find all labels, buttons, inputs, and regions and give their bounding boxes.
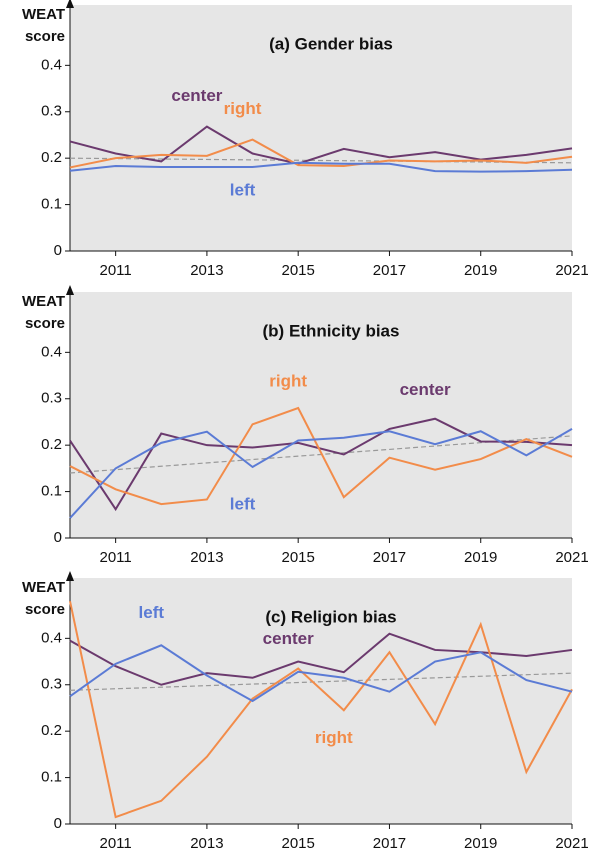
trend-line	[69, 157, 573, 164]
y-tick-label: 0	[54, 242, 62, 259]
x-tick-label: 2015	[281, 835, 314, 852]
x-tick-label: 2017	[373, 835, 406, 852]
y-tick-label: 0.2	[41, 149, 62, 166]
x-tick-label: 2017	[373, 262, 406, 279]
x-tick-label: 2011	[100, 549, 132, 566]
x-tick-label: 2021	[555, 262, 588, 279]
plot-area	[70, 578, 572, 824]
y-tick-label: 0.3	[41, 676, 62, 693]
x-tick-label: 2011	[100, 835, 132, 852]
series-label: left	[230, 180, 256, 199]
y-axis-label: score	[25, 315, 65, 332]
y-axis-arrow	[66, 0, 74, 8]
series-line	[69, 161, 573, 173]
plot-area	[70, 292, 572, 538]
series-line	[69, 406, 573, 506]
x-tick-label: 2021	[555, 835, 588, 852]
series-label: center	[171, 86, 222, 105]
y-axis-arrow	[66, 571, 74, 581]
series-line	[69, 644, 573, 703]
x-tick-label: 2013	[190, 262, 223, 279]
chart-title: (c) Religion bias	[265, 607, 396, 626]
series-label: right	[269, 372, 307, 391]
trend-line	[69, 672, 573, 691]
series-label: left	[230, 494, 256, 513]
y-tick-label: 0.2	[41, 436, 62, 453]
x-tick-label: 2013	[190, 549, 223, 566]
x-tick-label: 2019	[464, 262, 497, 279]
chart-title: (a) Gender bias	[269, 34, 393, 53]
series-label: right	[315, 728, 353, 747]
y-tick-label: 0.2	[41, 722, 62, 739]
x-tick-label: 2013	[190, 835, 223, 852]
y-axis-label: WEAT	[22, 6, 65, 23]
y-tick-label: 0.4	[41, 56, 62, 73]
y-tick-label: 0.1	[41, 196, 62, 213]
series-label: right	[224, 99, 262, 118]
y-axis-label: score	[25, 601, 65, 618]
y-tick-label: 0.1	[41, 769, 62, 786]
y-axis-label: WEAT	[22, 579, 65, 596]
y-tick-label: 0.4	[41, 629, 62, 646]
series-label: center	[400, 380, 451, 399]
series-line	[69, 428, 573, 519]
x-tick-label: 2019	[464, 549, 497, 566]
y-axis-label: score	[25, 28, 65, 45]
x-tick-label: 2017	[373, 549, 406, 566]
y-tick-label: 0.4	[41, 343, 62, 360]
y-axis-arrow	[66, 285, 74, 295]
series-label: center	[263, 629, 314, 648]
x-tick-label: 2019	[464, 835, 497, 852]
x-tick-label: 2015	[281, 262, 314, 279]
plot-area	[70, 5, 572, 251]
series-label: left	[139, 603, 165, 622]
series-line	[69, 601, 573, 819]
y-tick-label: 0.3	[41, 390, 62, 407]
x-tick-label: 2015	[281, 549, 314, 566]
series-line	[69, 138, 573, 169]
series-line	[69, 125, 573, 165]
y-tick-label: 0.3	[41, 103, 62, 120]
y-tick-label: 0.1	[41, 483, 62, 500]
y-axis-label: WEAT	[22, 293, 65, 310]
y-tick-label: 0	[54, 529, 62, 546]
chart-title: (b) Ethnicity bias	[263, 321, 400, 340]
x-tick-label: 2011	[100, 262, 132, 279]
series-line	[69, 632, 573, 686]
y-tick-label: 0	[54, 815, 62, 832]
x-tick-label: 2021	[555, 549, 588, 566]
